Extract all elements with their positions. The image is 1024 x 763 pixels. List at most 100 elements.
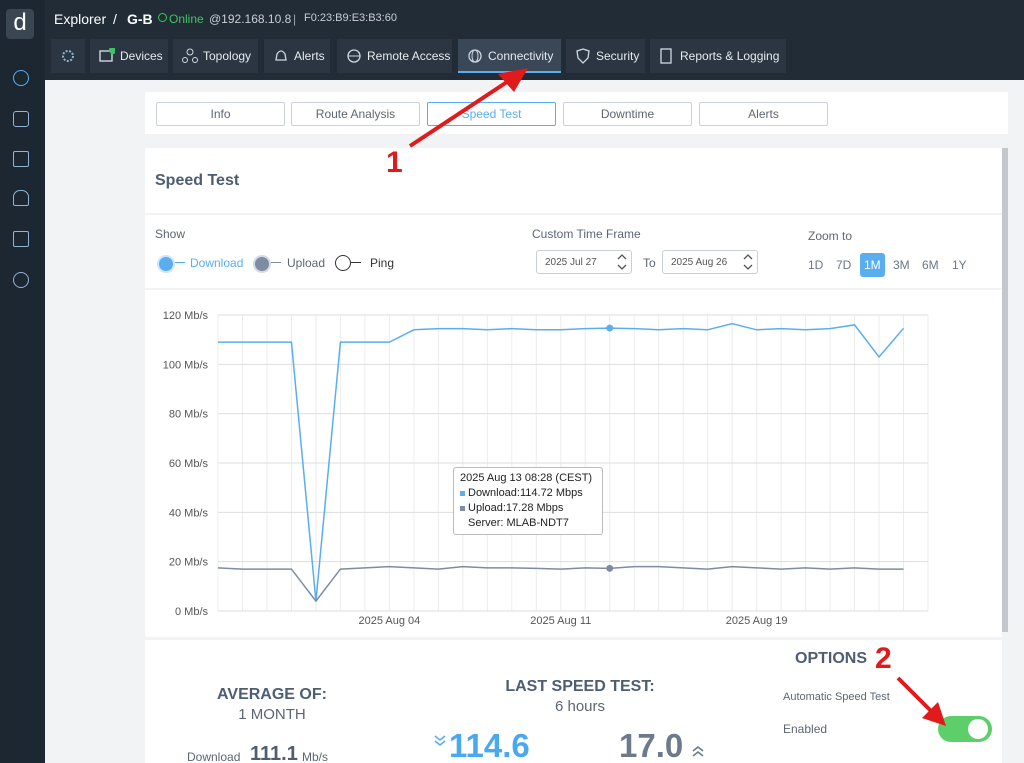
last-download: 114.6 bbox=[449, 727, 530, 763]
device-name: G-B bbox=[127, 11, 153, 27]
unit: Mb/s bbox=[302, 750, 329, 763]
date-to[interactable]: 2025 Aug 26 bbox=[662, 250, 758, 274]
zoom-option[interactable]: 1Y bbox=[952, 258, 967, 272]
zoom-option-active[interactable]: 1M bbox=[860, 253, 885, 277]
last-title: LAST SPEED TEST: bbox=[505, 678, 655, 695]
average-title: AVERAGE OF: bbox=[217, 686, 327, 703]
y-tick-label: 0 Mb/s bbox=[175, 606, 209, 618]
divider: | bbox=[293, 12, 297, 26]
to-label: To bbox=[643, 256, 656, 270]
section-title: Speed Test bbox=[155, 172, 240, 189]
tab-label: Topology bbox=[203, 49, 252, 63]
upload-icon bbox=[692, 745, 704, 757]
summary-panel bbox=[145, 640, 1002, 763]
scrollbar[interactable] bbox=[1002, 148, 1008, 632]
show-label: Show bbox=[155, 227, 186, 241]
tooltip-server: Server: MLAB-NDT7 bbox=[468, 517, 569, 529]
date-text: 2025 Aug 26 bbox=[671, 257, 728, 268]
download-icon bbox=[434, 735, 446, 747]
date-text: 2025 Jul 27 bbox=[545, 257, 597, 268]
settings-tab[interactable] bbox=[51, 39, 85, 73]
y-tick-label: 120 Mb/s bbox=[163, 310, 209, 322]
tab-label: Security bbox=[596, 49, 640, 63]
nav-icon[interactable] bbox=[13, 272, 29, 288]
nav-icon[interactable] bbox=[13, 190, 29, 206]
nav-icon[interactable] bbox=[13, 70, 29, 86]
spinner[interactable] bbox=[743, 252, 753, 272]
zoom-option[interactable]: 7D bbox=[836, 258, 852, 272]
x-tick-label: 2025 Aug 04 bbox=[358, 615, 420, 627]
tab[interactable]: Alerts bbox=[264, 39, 330, 73]
mac-address: F0:23:B9:E3:B3:60 bbox=[304, 12, 397, 24]
tooltip-download: Download:114.72 Mbps bbox=[468, 487, 583, 499]
ping-label[interactable]: Ping bbox=[370, 256, 395, 270]
y-tick-label: 20 Mb/s bbox=[169, 557, 209, 569]
timeframe-label: Custom Time Frame bbox=[532, 227, 641, 241]
ping-toggle[interactable] bbox=[335, 255, 351, 271]
last-age: 6 hours bbox=[554, 698, 606, 715]
tab[interactable]: Devices bbox=[90, 39, 168, 73]
x-tick-label: 2025 Aug 11 bbox=[530, 615, 591, 627]
date-from[interactable]: 2025 Jul 27 bbox=[536, 250, 632, 274]
subtab[interactable]: Downtime bbox=[563, 102, 692, 126]
breadcrumb-separator: / bbox=[113, 11, 117, 27]
subtab[interactable]: Info bbox=[156, 102, 285, 126]
legend-label[interactable]: Upload bbox=[287, 256, 326, 270]
zoom-option[interactable]: 3M bbox=[893, 258, 910, 272]
logo[interactable]: d bbox=[6, 9, 34, 39]
average-download: 111.1 bbox=[250, 743, 298, 763]
download-toggle[interactable] bbox=[157, 255, 175, 273]
y-tick-label: 80 Mb/s bbox=[169, 409, 209, 421]
series-line bbox=[217, 565, 904, 603]
status-icon bbox=[158, 13, 167, 22]
legend-label[interactable]: Download bbox=[190, 256, 244, 270]
tab[interactable]: Security bbox=[566, 39, 645, 73]
subtab[interactable]: Route Analysis bbox=[291, 102, 420, 126]
y-tick-label: 60 Mb/s bbox=[169, 458, 209, 470]
average-period: 1 MONTH bbox=[238, 706, 306, 723]
zoom-label: Zoom to bbox=[808, 229, 853, 243]
options-title: OPTIONS bbox=[795, 650, 868, 667]
tab-label: Alerts bbox=[294, 49, 325, 63]
tab[interactable]: Topology bbox=[173, 39, 258, 73]
subtab[interactable]: Alerts bbox=[699, 102, 828, 126]
tooltip-row: Download:114.72 Mbps bbox=[460, 486, 596, 501]
hover-point bbox=[606, 324, 614, 332]
status: Online bbox=[169, 12, 204, 26]
toggle-switch[interactable] bbox=[938, 716, 992, 742]
tooltip-time: 2025 Aug 13 08:28 (CEST) bbox=[460, 472, 593, 484]
option-state: Enabled bbox=[783, 722, 828, 736]
series-line bbox=[218, 322, 905, 602]
zoom-option[interactable]: 1D bbox=[808, 258, 824, 272]
spinner[interactable] bbox=[617, 252, 627, 272]
nav-icon[interactable] bbox=[13, 111, 29, 127]
tooltip-upload: Upload:17.28 Mbps bbox=[468, 502, 564, 514]
tooltip: 2025 Aug 13 08:28 (CEST) Download:114.72… bbox=[453, 467, 603, 535]
chart-panel: 0 Mb/s 20 Mb/s 40 Mb/s 60 Mb/s 80 Mb/s 100 Mb… bbox=[145, 290, 1002, 637]
app-name[interactable]: Explorer bbox=[54, 11, 107, 27]
zoom-option[interactable]: 6M bbox=[922, 258, 939, 272]
legend-line bbox=[351, 262, 361, 263]
sidebar: d bbox=[0, 0, 45, 763]
upload-toggle[interactable] bbox=[253, 255, 271, 273]
ip-address: @192.168.10.8 bbox=[209, 12, 292, 26]
nav-icon[interactable] bbox=[13, 151, 29, 167]
nav-icon[interactable] bbox=[13, 231, 29, 247]
y-tick-label: 40 Mb/s bbox=[169, 507, 209, 519]
chart: 0 Mb/s 20 Mb/s 40 Mb/s 60 Mb/s 80 Mb/s 100 Mb… bbox=[163, 310, 929, 627]
tab[interactable]: Reports & Logging bbox=[650, 39, 786, 73]
section-header bbox=[145, 148, 1002, 213]
tab-active[interactable]: Connectivity bbox=[458, 39, 561, 73]
average-label: Download bbox=[187, 750, 241, 763]
x-tick-label: 2025 Aug 19 bbox=[726, 615, 788, 627]
legend-line bbox=[271, 262, 281, 263]
y-tick-label: 100 Mb/s bbox=[163, 359, 209, 371]
hover-point bbox=[606, 564, 614, 572]
tab[interactable]: Remote Access bbox=[337, 39, 452, 73]
subtab-active[interactable]: Speed Test bbox=[427, 102, 556, 126]
legend-line bbox=[175, 262, 185, 263]
option-label: Automatic Speed Test bbox=[783, 691, 890, 703]
tab-label: Connectivity bbox=[488, 49, 554, 63]
tab-label: Devices bbox=[120, 49, 163, 63]
